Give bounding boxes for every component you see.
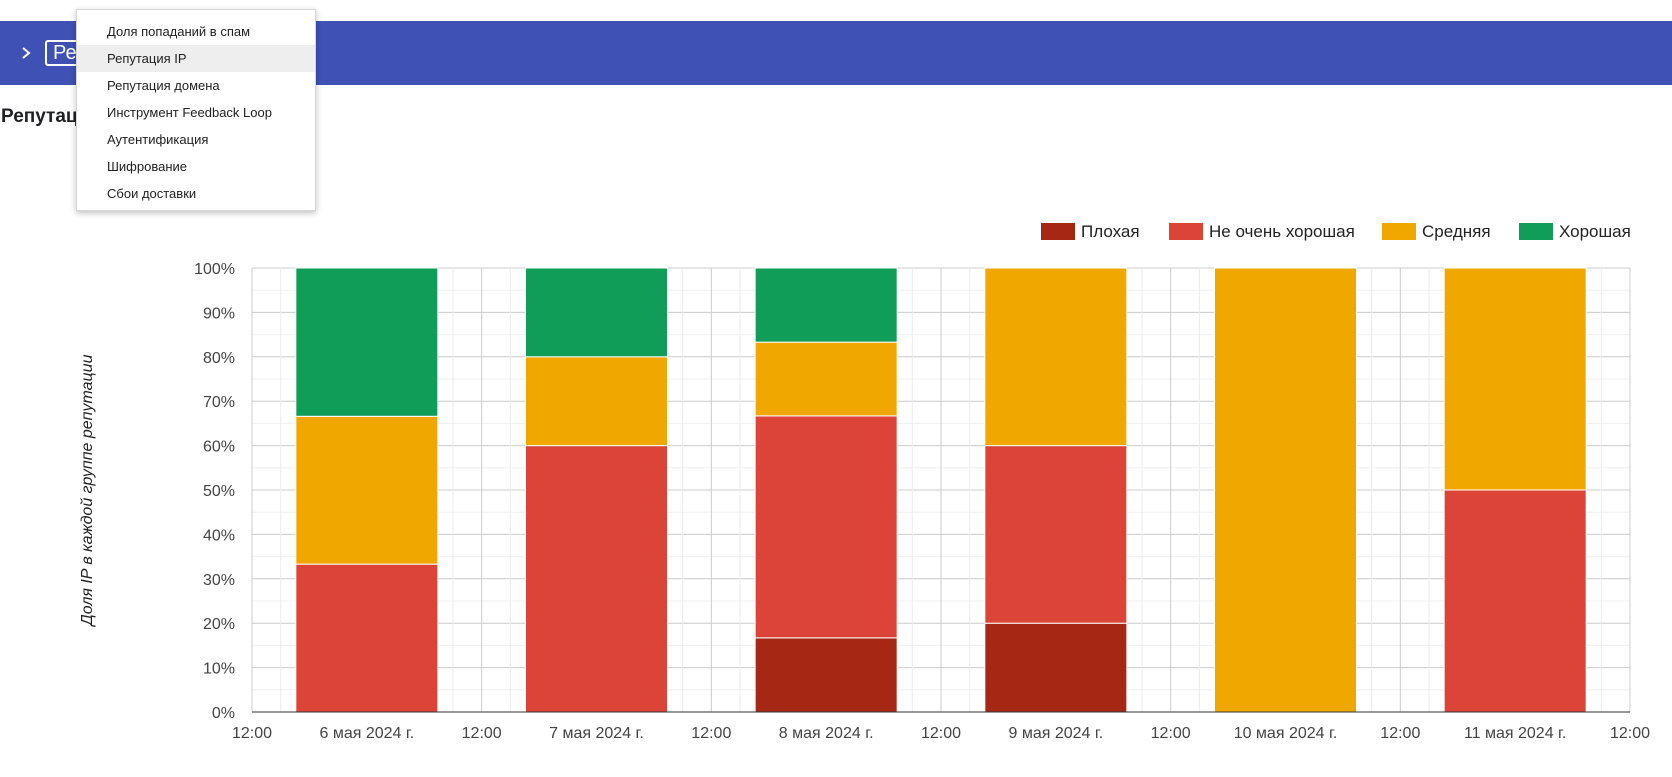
y-tick-label: 70% [203,394,235,411]
legend-swatch [1519,223,1553,240]
x-tick-label: 10 мая 2024 г. [1234,725,1338,742]
bar-segment[interactable] [754,267,898,343]
y-tick-label: 50% [203,483,235,500]
legend-swatch [1169,223,1203,240]
menu-item[interactable]: Инструмент Feedback Loop [107,105,272,120]
dashboard-dropdown-menu: Доля попаданий в спам Репутация IP Репутац… [76,9,316,211]
ip-reputation-chart: 0% 10% 20% 30% 40% 50% 60% 70% 80% 90% 100% 12:00 6 … [79,222,1650,742]
bar-segment[interactable] [295,267,439,417]
bar-segment[interactable] [295,563,439,713]
x-tick-label: 6 мая 2024 г. [319,725,414,742]
y-tick-label: 100% [194,261,235,278]
legend-swatch [1382,223,1416,240]
bar-segment[interactable] [1214,267,1357,713]
x-tick-label: 11 мая 2024 г. [1464,725,1566,742]
bar-segment[interactable] [754,415,898,639]
menu-item[interactable]: Репутация домена [107,78,220,93]
x-tick-label: 8 мая 2024 г. [779,725,874,742]
y-tick-label: 60% [203,439,235,456]
x-tick-label: 12:00 [1151,725,1191,742]
legend-swatch [1041,223,1075,240]
y-tick-label: 10% [203,661,235,678]
menu-item[interactable]: Аутентификация [107,132,209,147]
menu-item[interactable]: Сбои доставки [107,186,197,201]
legend-label: Не очень хорошая [1209,222,1355,241]
x-tick-label: 9 мая 2024 г. [1008,725,1103,742]
menu-item[interactable]: Репутация IP [77,45,315,72]
y-tick-label: 40% [203,527,235,544]
y-tick-label: 80% [203,350,235,367]
y-tick-label: 90% [203,305,235,322]
x-tick-label: 12:00 [232,725,272,742]
x-tick-label: 12:00 [1380,725,1420,742]
menu-item[interactable]: Доля попаданий в спам [107,24,251,39]
x-tick-label: 7 мая 2024 г. [549,725,644,742]
chart-axes: 0% 10% 20% 30% 40% 50% 60% 70% 80% 90% 100% 12:00 6 … [194,261,1650,742]
x-tick-label: 12:00 [921,725,961,742]
x-tick-label: 12:00 [1610,725,1650,742]
legend-label: Хорошая [1559,222,1631,241]
chart-bars [295,267,1587,713]
bar-segment[interactable] [525,267,668,358]
bar-segment[interactable] [984,622,1128,713]
legend-label: Средняя [1422,222,1491,241]
bar-segment[interactable] [984,267,1128,447]
bar-segment[interactable] [984,445,1128,624]
bar-segment[interactable] [1443,267,1587,491]
bar-segment[interactable] [1443,489,1587,713]
x-tick-label: 12:00 [691,725,731,742]
bar-segment[interactable] [295,415,439,565]
y-tick-label: 0% [212,705,235,722]
bar-segment[interactable] [525,356,668,447]
chevron-right-icon[interactable] [18,41,34,65]
legend-label: Плохая [1081,222,1140,241]
x-tick-label: 12:00 [462,725,502,742]
bar-segment[interactable] [525,445,668,713]
chart-legend: Плохая Не очень хорошая Средняя Хорошая [1041,222,1631,241]
y-tick-label: 20% [203,616,235,633]
y-axis-title: Доля IP в каждой группе репутации [79,354,96,627]
menu-item[interactable]: Шифрование [107,159,187,174]
chart-grid [251,267,1631,712]
bar-segment[interactable] [754,341,898,417]
bar-segment[interactable] [754,637,898,713]
y-tick-label: 30% [203,572,235,589]
